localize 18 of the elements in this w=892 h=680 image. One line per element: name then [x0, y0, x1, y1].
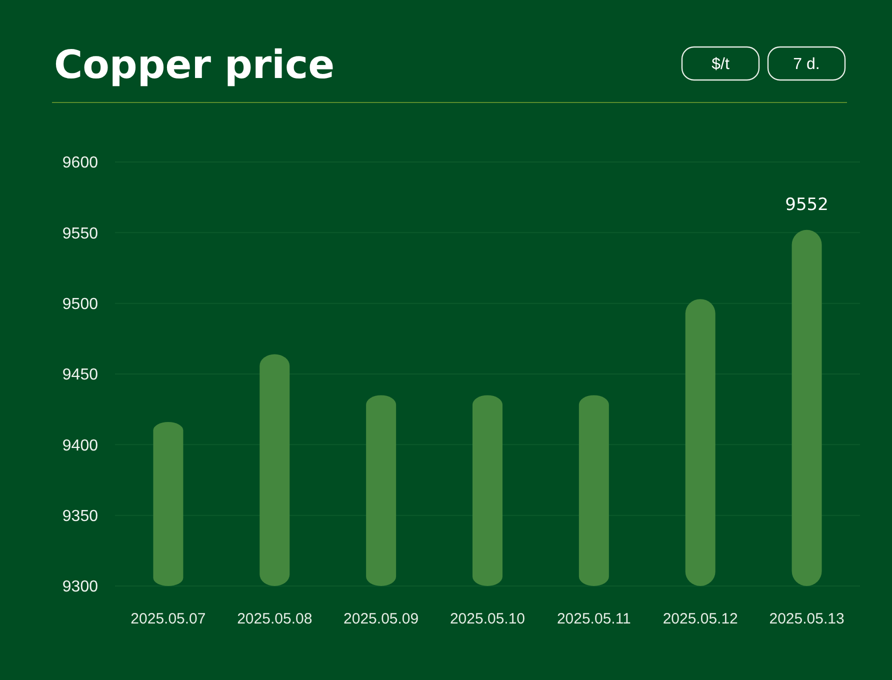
x-tick-label: 2025.05.10	[450, 610, 526, 628]
x-tick-label: 2025.05.08	[237, 610, 312, 628]
y-tick-label: 9600	[62, 154, 98, 172]
x-tick-label: 2025.05.11	[556, 610, 631, 628]
text: $/t	[712, 56, 730, 74]
x-tick-label: 2025.05.07	[130, 610, 206, 628]
chart-title: Copper price	[54, 43, 335, 88]
data-label: 9552	[785, 194, 828, 215]
y-tick-label: 9300	[62, 578, 98, 596]
x-tick-label: 2025.05.12	[662, 610, 738, 628]
y-tick-label: 9350	[62, 508, 98, 525]
x-tick-label: 2025.05.09	[344, 610, 419, 628]
y-tick-label: 9550	[62, 225, 98, 242]
text: 7 d.	[793, 56, 820, 74]
y-tick-label: 9400	[62, 437, 98, 454]
x-tick-label: 2025.05.13	[769, 610, 844, 628]
y-tick-label: 9500	[62, 296, 98, 313]
y-tick-label: 9450	[62, 366, 98, 384]
